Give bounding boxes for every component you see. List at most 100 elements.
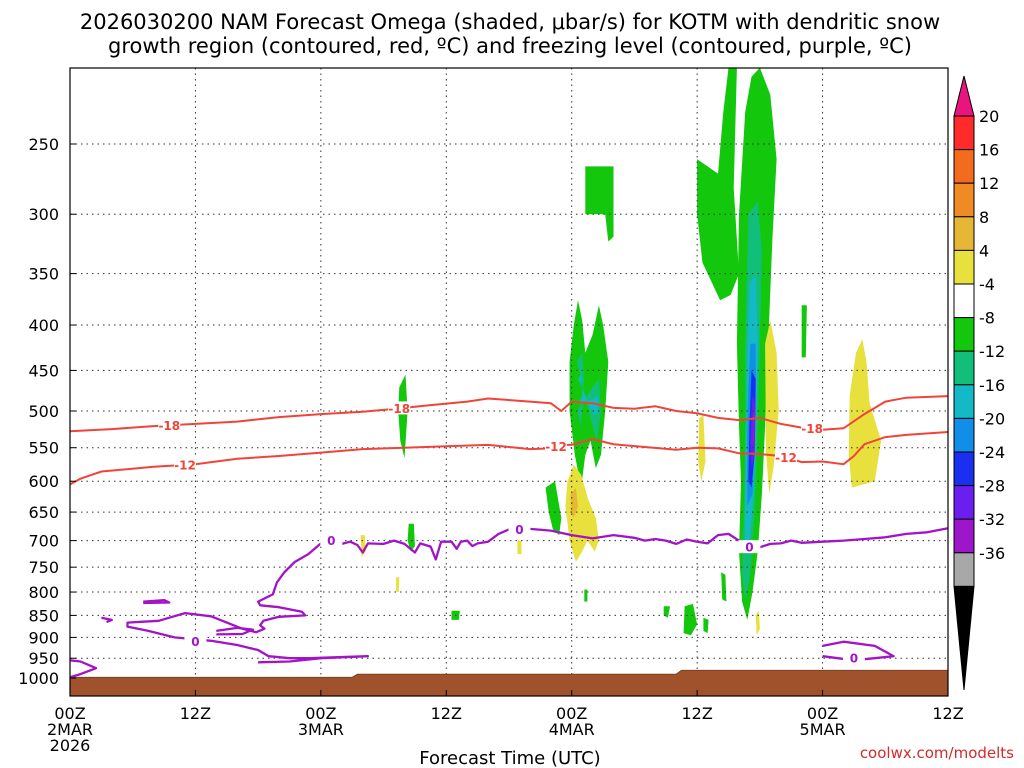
omega-pos-yellow-g: [517, 540, 522, 555]
colorbar-label-12: -32: [979, 510, 1005, 529]
omega-pos-yellow-h: [755, 610, 760, 636]
contour-label-freezing-3: 0: [191, 635, 199, 649]
colorbar-swatch-1: [953, 149, 975, 184]
colorbar-swatch-7: [953, 350, 975, 386]
colorbar-label-0: 20: [979, 107, 999, 126]
y-tick-label-650: 650: [28, 503, 59, 522]
x-tick-label-24-0: 00Z: [305, 704, 336, 723]
x-axis-label: Forecast Time (UTC): [419, 748, 600, 768]
contour-label-freezing-4: 0: [850, 652, 858, 666]
x-tick-label-0-0: 00Z: [54, 704, 85, 723]
colorbar-label-11: -28: [979, 477, 1005, 496]
contour-freezing-level-3: [143, 598, 171, 605]
omega-col-green: [398, 374, 408, 459]
y-tick-label-450: 450: [28, 361, 59, 380]
y-axis: 250 300 350 400 450 500 550 600 650 700 750 800 850 9…: [18, 135, 76, 688]
colorbar-label-13: -36: [979, 544, 1005, 563]
colorbar-swatch-6: [953, 317, 975, 352]
contour-label-minus12-1: -12: [545, 440, 567, 454]
x-tick-label-48-1: 4MAR: [549, 720, 595, 739]
contour-label-freezing-2-bg: [738, 540, 761, 554]
x-tick-label-48-0: 00Z: [556, 704, 587, 723]
y-tick-label-550: 550: [28, 439, 59, 458]
contour-label-minus18-0: -18: [158, 419, 180, 433]
contour-label-freezing-1-bg: [508, 522, 531, 536]
omega-pos-yellow-e: [360, 535, 366, 557]
contour-freezing-level-1: [126, 542, 370, 664]
y-tick-label-600: 600: [28, 472, 59, 491]
chart-title-line-2: growth region (contoured, red, ºC) and f…: [108, 34, 912, 58]
y-tick-label-850: 850: [28, 606, 59, 625]
gridlines: [69, 68, 949, 696]
contour-label-minus18-2-bg: [801, 421, 824, 435]
colorbar-top-arrow: [953, 75, 975, 117]
contour-label-freezing-0: 0: [327, 534, 335, 548]
colorbar-swatch-11: [953, 485, 975, 520]
x-tick-label-72-0: 00Z: [807, 704, 838, 723]
y-tick-label-300: 300: [28, 205, 59, 224]
colorbar-label-6: -8: [979, 309, 995, 328]
omega-mid-cyan: [578, 374, 598, 415]
contour-dgz-minus12: [69, 431, 949, 486]
contour-label-freezing-3-bg: [184, 634, 207, 648]
x-tick-label-0-1: 2MAR: [47, 720, 93, 739]
terrain-surface: [69, 669, 949, 697]
colorbar-label-3: 8: [979, 208, 989, 227]
colorbar-label-10: -24: [979, 443, 1005, 462]
x-tick-label-36-0: 12Z: [431, 704, 462, 723]
contour-label-freezing-4-bg: [842, 651, 865, 665]
contour-label-freezing-1: 0: [515, 523, 523, 537]
y-tick-label-750: 750: [28, 558, 59, 577]
contour-label-minus18-1: -18: [388, 402, 410, 416]
x-tick-label-0-2: 2026: [50, 736, 91, 755]
colorbar-swatch-4: [953, 249, 975, 285]
contour-freezing-level-4: [101, 616, 113, 624]
omega-low-green-b: [407, 523, 415, 552]
contour-freezing-level-2: [216, 626, 255, 636]
colorbar-label-9: -20: [979, 409, 1005, 428]
colorbar-label-1: 16: [979, 141, 999, 160]
omega-pos-yellow-b: [765, 320, 779, 494]
colorbar-label-5: -4: [979, 275, 995, 294]
y-tick-label-500: 500: [28, 402, 59, 421]
omega-pos-yellow-f: [396, 577, 400, 592]
colorbar-swatch-13: [953, 552, 975, 587]
contour-label-minus18-2: -18: [801, 422, 823, 436]
colorbar: 20 16 12 8 4 -4 -8 -12 -16 -20 -24 -28 -32 -36: [953, 75, 1005, 691]
y-tick-label-250: 250: [28, 135, 59, 154]
y-tick-label-800: 800: [28, 583, 59, 602]
contour-label-minus12-0-bg: [173, 457, 196, 471]
contour-label-minus12-0: -12: [174, 458, 196, 472]
contour-label-freezing-2: 0: [745, 541, 753, 555]
contour-label-minus18-1-bg: [388, 401, 411, 415]
omega-upper-green-b: [697, 67, 739, 301]
colorbar-swatch-3: [953, 216, 975, 251]
colorbar-label-4: 4: [979, 241, 989, 260]
x-tick-label-12-0: 12Z: [180, 704, 211, 723]
omega-pos-orange-a: [570, 487, 578, 518]
colorbar-swatch-8: [953, 384, 975, 419]
colorbar-swatch-10: [953, 451, 975, 487]
y-tick-label-400: 400: [28, 316, 59, 335]
colorbar-swatch-9: [953, 417, 975, 453]
x-tick-label-84-0: 12Z: [932, 704, 963, 723]
credit-text[interactable]: coolwx.com/modelts: [860, 744, 1014, 762]
y-tick-label-1000: 1000: [18, 669, 59, 688]
omega-upper-green-a: [585, 166, 614, 242]
plot-area: -12 -12 -12 -18 -18 -18 0 0 0 0 0: [69, 67, 949, 697]
contours: -12 -12 -12 -18 -18 -18 0 0 0 0 0: [69, 395, 949, 679]
y-tick-label-900: 900: [28, 628, 59, 647]
y-tick-label-950: 950: [28, 649, 59, 668]
colorbar-bottom-arrow: [953, 585, 975, 691]
colorbar-swatch-2: [953, 182, 975, 218]
contour-label-minus18-0-bg: [158, 418, 181, 432]
omega-low-green-h: [721, 572, 727, 602]
contour-freezing-level-5: [69, 659, 98, 679]
colorbar-label-8: -16: [979, 376, 1005, 395]
colorbar-label-7: -12: [979, 342, 1005, 361]
omega-low-green-g: [703, 617, 709, 634]
omega-right-green: [801, 305, 807, 358]
colorbar-swatch-12: [953, 518, 975, 554]
